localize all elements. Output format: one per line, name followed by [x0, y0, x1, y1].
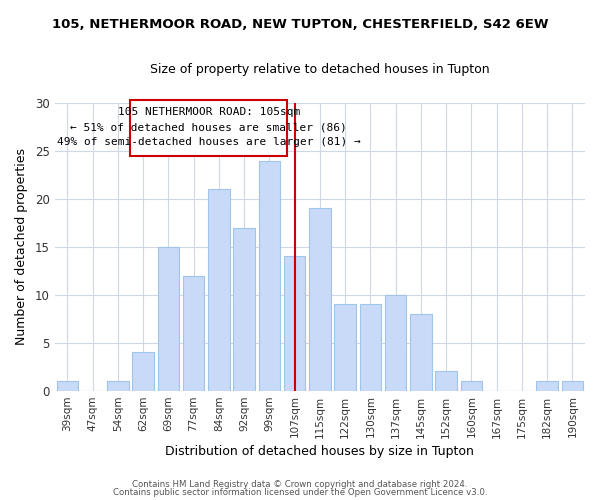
Bar [309, 208, 331, 390]
Text: 105 NETHERMOOR ROAD: 105sqm: 105 NETHERMOOR ROAD: 105sqm [118, 106, 300, 117]
Bar [56, 381, 78, 390]
Bar [536, 381, 558, 390]
Bar [461, 381, 482, 390]
Bar [334, 304, 356, 390]
Bar [259, 160, 280, 390]
Bar [133, 352, 154, 391]
Text: 105, NETHERMOOR ROAD, NEW TUPTON, CHESTERFIELD, S42 6EW: 105, NETHERMOOR ROAD, NEW TUPTON, CHESTE… [52, 18, 548, 30]
FancyBboxPatch shape [130, 100, 287, 156]
Bar [183, 276, 205, 390]
Bar [359, 304, 381, 390]
Title: Size of property relative to detached houses in Tupton: Size of property relative to detached ho… [150, 62, 490, 76]
Bar [562, 381, 583, 390]
Bar [233, 228, 255, 390]
Bar [284, 256, 305, 390]
Text: 49% of semi-detached houses are larger (81) →: 49% of semi-detached houses are larger (… [57, 138, 361, 147]
Text: Contains public sector information licensed under the Open Government Licence v3: Contains public sector information licen… [113, 488, 487, 497]
Y-axis label: Number of detached properties: Number of detached properties [15, 148, 28, 346]
Bar [208, 190, 230, 390]
Text: ← 51% of detached houses are smaller (86): ← 51% of detached houses are smaller (86… [70, 122, 347, 132]
Bar [385, 294, 406, 390]
Text: Contains HM Land Registry data © Crown copyright and database right 2024.: Contains HM Land Registry data © Crown c… [132, 480, 468, 489]
Bar [107, 381, 128, 390]
X-axis label: Distribution of detached houses by size in Tupton: Distribution of detached houses by size … [166, 444, 474, 458]
Bar [410, 314, 431, 390]
Bar [436, 372, 457, 390]
Bar [158, 247, 179, 390]
